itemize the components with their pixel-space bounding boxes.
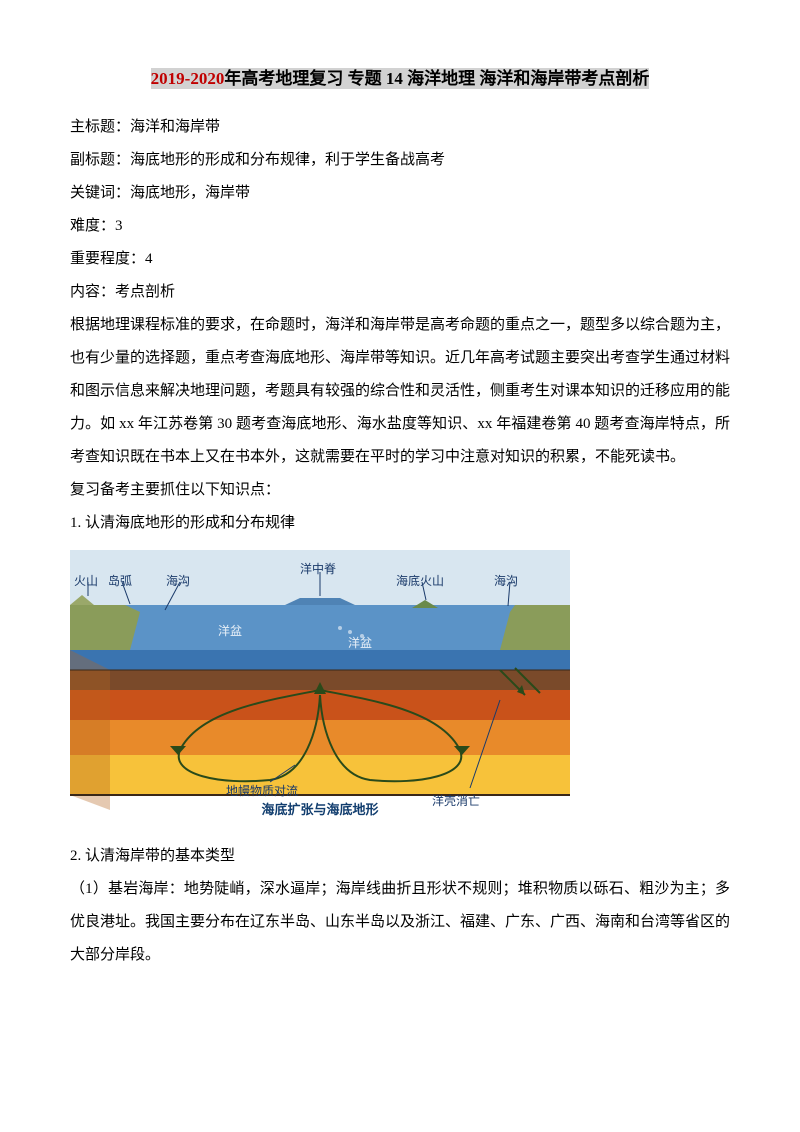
review-points-header: 复习备考主要抓住以下知识点： bbox=[70, 474, 730, 507]
label-ridge: 洋中脊 bbox=[300, 556, 336, 582]
content-line: 内容：考点剖析 bbox=[70, 276, 730, 309]
main-title-line: 主标题：海洋和海岸带 bbox=[70, 111, 730, 144]
label-trench-right: 海沟 bbox=[494, 568, 518, 594]
label-seamount: 海底火山 bbox=[396, 568, 444, 594]
label-basin-left: 洋盆 bbox=[218, 618, 242, 644]
subtitle-line: 副标题：海底地形的形成和分布规律，利于学生备战高考 bbox=[70, 144, 730, 177]
page-title: 2019-2020年高考地理复习 专题 14 海洋地理 海洋和海岸带考点剖析 bbox=[70, 60, 730, 97]
label-basin-right: 洋盆 bbox=[348, 630, 372, 656]
label-trench-left: 海沟 bbox=[166, 568, 190, 594]
label-island-arc: 岛弧 bbox=[108, 568, 132, 594]
point-2-sub1: （1）基岩海岸：地势陡峭，深水逼岸；海岸线曲折且形状不规则；堆积物质以砾石、粗沙… bbox=[70, 873, 730, 972]
seafloor-diagram: 火山 岛弧 海沟 洋中脊 海底火山 海沟 洋盆 洋盆 地幔物质对流 洋壳消亡 海… bbox=[70, 550, 570, 830]
label-volcano: 火山 bbox=[74, 568, 98, 594]
difficulty-line: 难度：3 bbox=[70, 210, 730, 243]
point-2: 2. 认清海岸带的基本类型 bbox=[70, 840, 730, 873]
keywords-line: 关键词：海底地形，海岸带 bbox=[70, 177, 730, 210]
body-paragraph: 根据地理课程标准的要求，在命题时，海洋和海岸带是高考命题的重点之一，题型多以综合… bbox=[70, 309, 730, 474]
point-1: 1. 认清海底地形的形成和分布规律 bbox=[70, 507, 730, 540]
importance-line: 重要程度：4 bbox=[70, 243, 730, 276]
diagram-caption: 海底扩张与海底地形 bbox=[70, 796, 570, 825]
title-year: 2019-2020 bbox=[151, 68, 225, 89]
title-rest: 年高考地理复习 专题 14 海洋地理 海洋和海岸带考点剖析 bbox=[224, 68, 649, 89]
